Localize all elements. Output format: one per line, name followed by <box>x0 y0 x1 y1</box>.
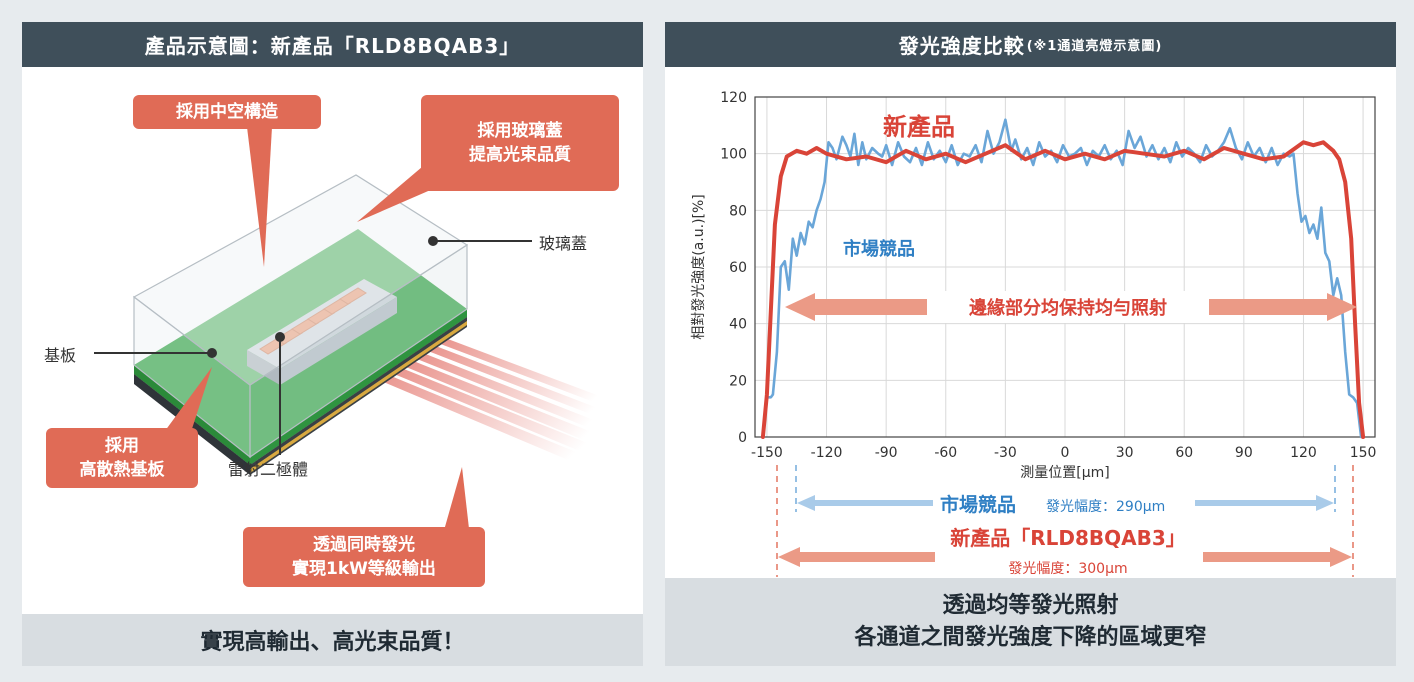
callout-hollow-structure: 採用中空構造 <box>133 95 321 129</box>
chart-panel-header: 發光強度比較 (※1通道亮燈示意圖) <box>665 22 1396 67</box>
y-tick-labels: 0 20 40 60 80 100 120 <box>720 90 747 446</box>
intensity-comparison-panel: 發光強度比較 (※1通道亮燈示意圖) 0 20 40 60 80 100 120 -150-… <box>665 22 1396 666</box>
annotation-market-product: 市場競品 <box>843 238 915 260</box>
callout-glass-line1: 採用玻璃蓋 <box>477 121 563 141</box>
y-tick-label: 80 <box>729 203 747 219</box>
y-axis-label: 相對發光強度(a.u.)[%] <box>691 194 707 340</box>
x-tick-label: 150 <box>1350 445 1377 461</box>
edge-uniform-arrow <box>785 291 1357 323</box>
glass-cover <box>132 174 469 459</box>
chart-footer-line2: 各通道之間發光強度下降的區域更窄 <box>854 625 1207 650</box>
market-width-name: 市場競品 <box>940 493 1016 516</box>
new-product-line <box>760 140 1366 439</box>
new-product-width-arrow <box>778 545 1352 569</box>
product-panel-header: 產品示意圖：新產品「RLD8BQAB3」 <box>22 22 643 67</box>
y-tick-label: 0 <box>738 430 747 446</box>
chart-header-title: 發光強度比較 <box>898 34 1025 58</box>
x-tick-label: 0 <box>1061 445 1070 461</box>
label-laser-diode: 雷射二極體 <box>228 460 309 479</box>
callout-substrate: 採用 高散熱基板 <box>46 428 198 488</box>
callout-substrate-line2: 高散熱基板 <box>79 460 165 480</box>
y-tick-label: 120 <box>720 90 747 106</box>
market-width-arrow <box>797 491 1334 515</box>
y-tick-label: 40 <box>729 317 747 333</box>
callout-substrate-line1: 採用 <box>105 436 139 456</box>
label-glass-cover: 玻璃蓋 <box>539 234 588 253</box>
y-tick-label: 60 <box>729 260 747 276</box>
product-panel-footer: 實現高輸出、高光束品質！ <box>22 614 643 666</box>
x-tick-label: -30 <box>994 445 1017 461</box>
product-footer-text: 實現高輸出、高光束品質！ <box>200 630 465 655</box>
chart-series <box>760 118 1366 439</box>
intensity-chart: 0 20 40 60 80 100 120 -150 -120 -90 -60 -30 0 30 60 90… <box>691 90 1376 577</box>
x-tick-labels: -150 -120 -90 -60 -30 0 30 60 90 120 150 <box>751 445 1376 461</box>
callout-glass-cover: 採用玻璃蓋 提高光束品質 <box>421 95 619 191</box>
x-tick-label: 90 <box>1235 445 1253 461</box>
product-diagram-panel: 產品示意圖：新產品「RLD8BQAB3」 <box>22 22 643 666</box>
chart-panel-footer: 透過均等發光照射 各通道之間發光強度下降的區域更窄 <box>665 578 1396 666</box>
callout-hollow-text: 採用中空構造 <box>176 102 278 122</box>
x-tick-label: 60 <box>1175 445 1193 461</box>
y-tick-label: 100 <box>720 147 747 163</box>
callout-simultaneous-emission: 透過同時發光 實現1kW等級輸出 <box>243 527 485 587</box>
x-tick-label: -120 <box>811 445 843 461</box>
callout-glass-line2: 提高光束品質 <box>469 145 571 165</box>
product-illustration <box>94 127 642 555</box>
chart-footer-line1: 透過均等發光照射 <box>942 593 1119 618</box>
annotation-new-product: 新產品 <box>883 113 955 141</box>
market-product-line <box>765 118 1363 439</box>
x-tick-label: -60 <box>934 445 957 461</box>
callout-emission-line2: 實現1kW等級輸出 <box>292 559 436 579</box>
annotation-edge-uniform: 邊緣部分均保持均勻照射 <box>969 297 1167 319</box>
x-axis-label: 測量位置[μm] <box>1020 465 1109 481</box>
new-product-width-value: 發光幅度：300μm <box>1008 561 1127 577</box>
market-width-value: 發光幅度：290μm <box>1046 499 1165 515</box>
label-substrate: 基板 <box>44 346 77 365</box>
new-product-width-name: 新產品「RLD8BQAB3」 <box>950 526 1186 550</box>
y-tick-label: 20 <box>729 373 747 389</box>
x-tick-label: -90 <box>875 445 898 461</box>
callout-emission-line1: 透過同時發光 <box>313 535 415 555</box>
x-tick-label: -150 <box>751 445 783 461</box>
chart-header-note: (※1通道亮燈示意圖) <box>1026 39 1163 54</box>
x-tick-label: 120 <box>1290 445 1317 461</box>
plot-frame <box>754 96 1376 438</box>
x-tick-label: 30 <box>1116 445 1134 461</box>
